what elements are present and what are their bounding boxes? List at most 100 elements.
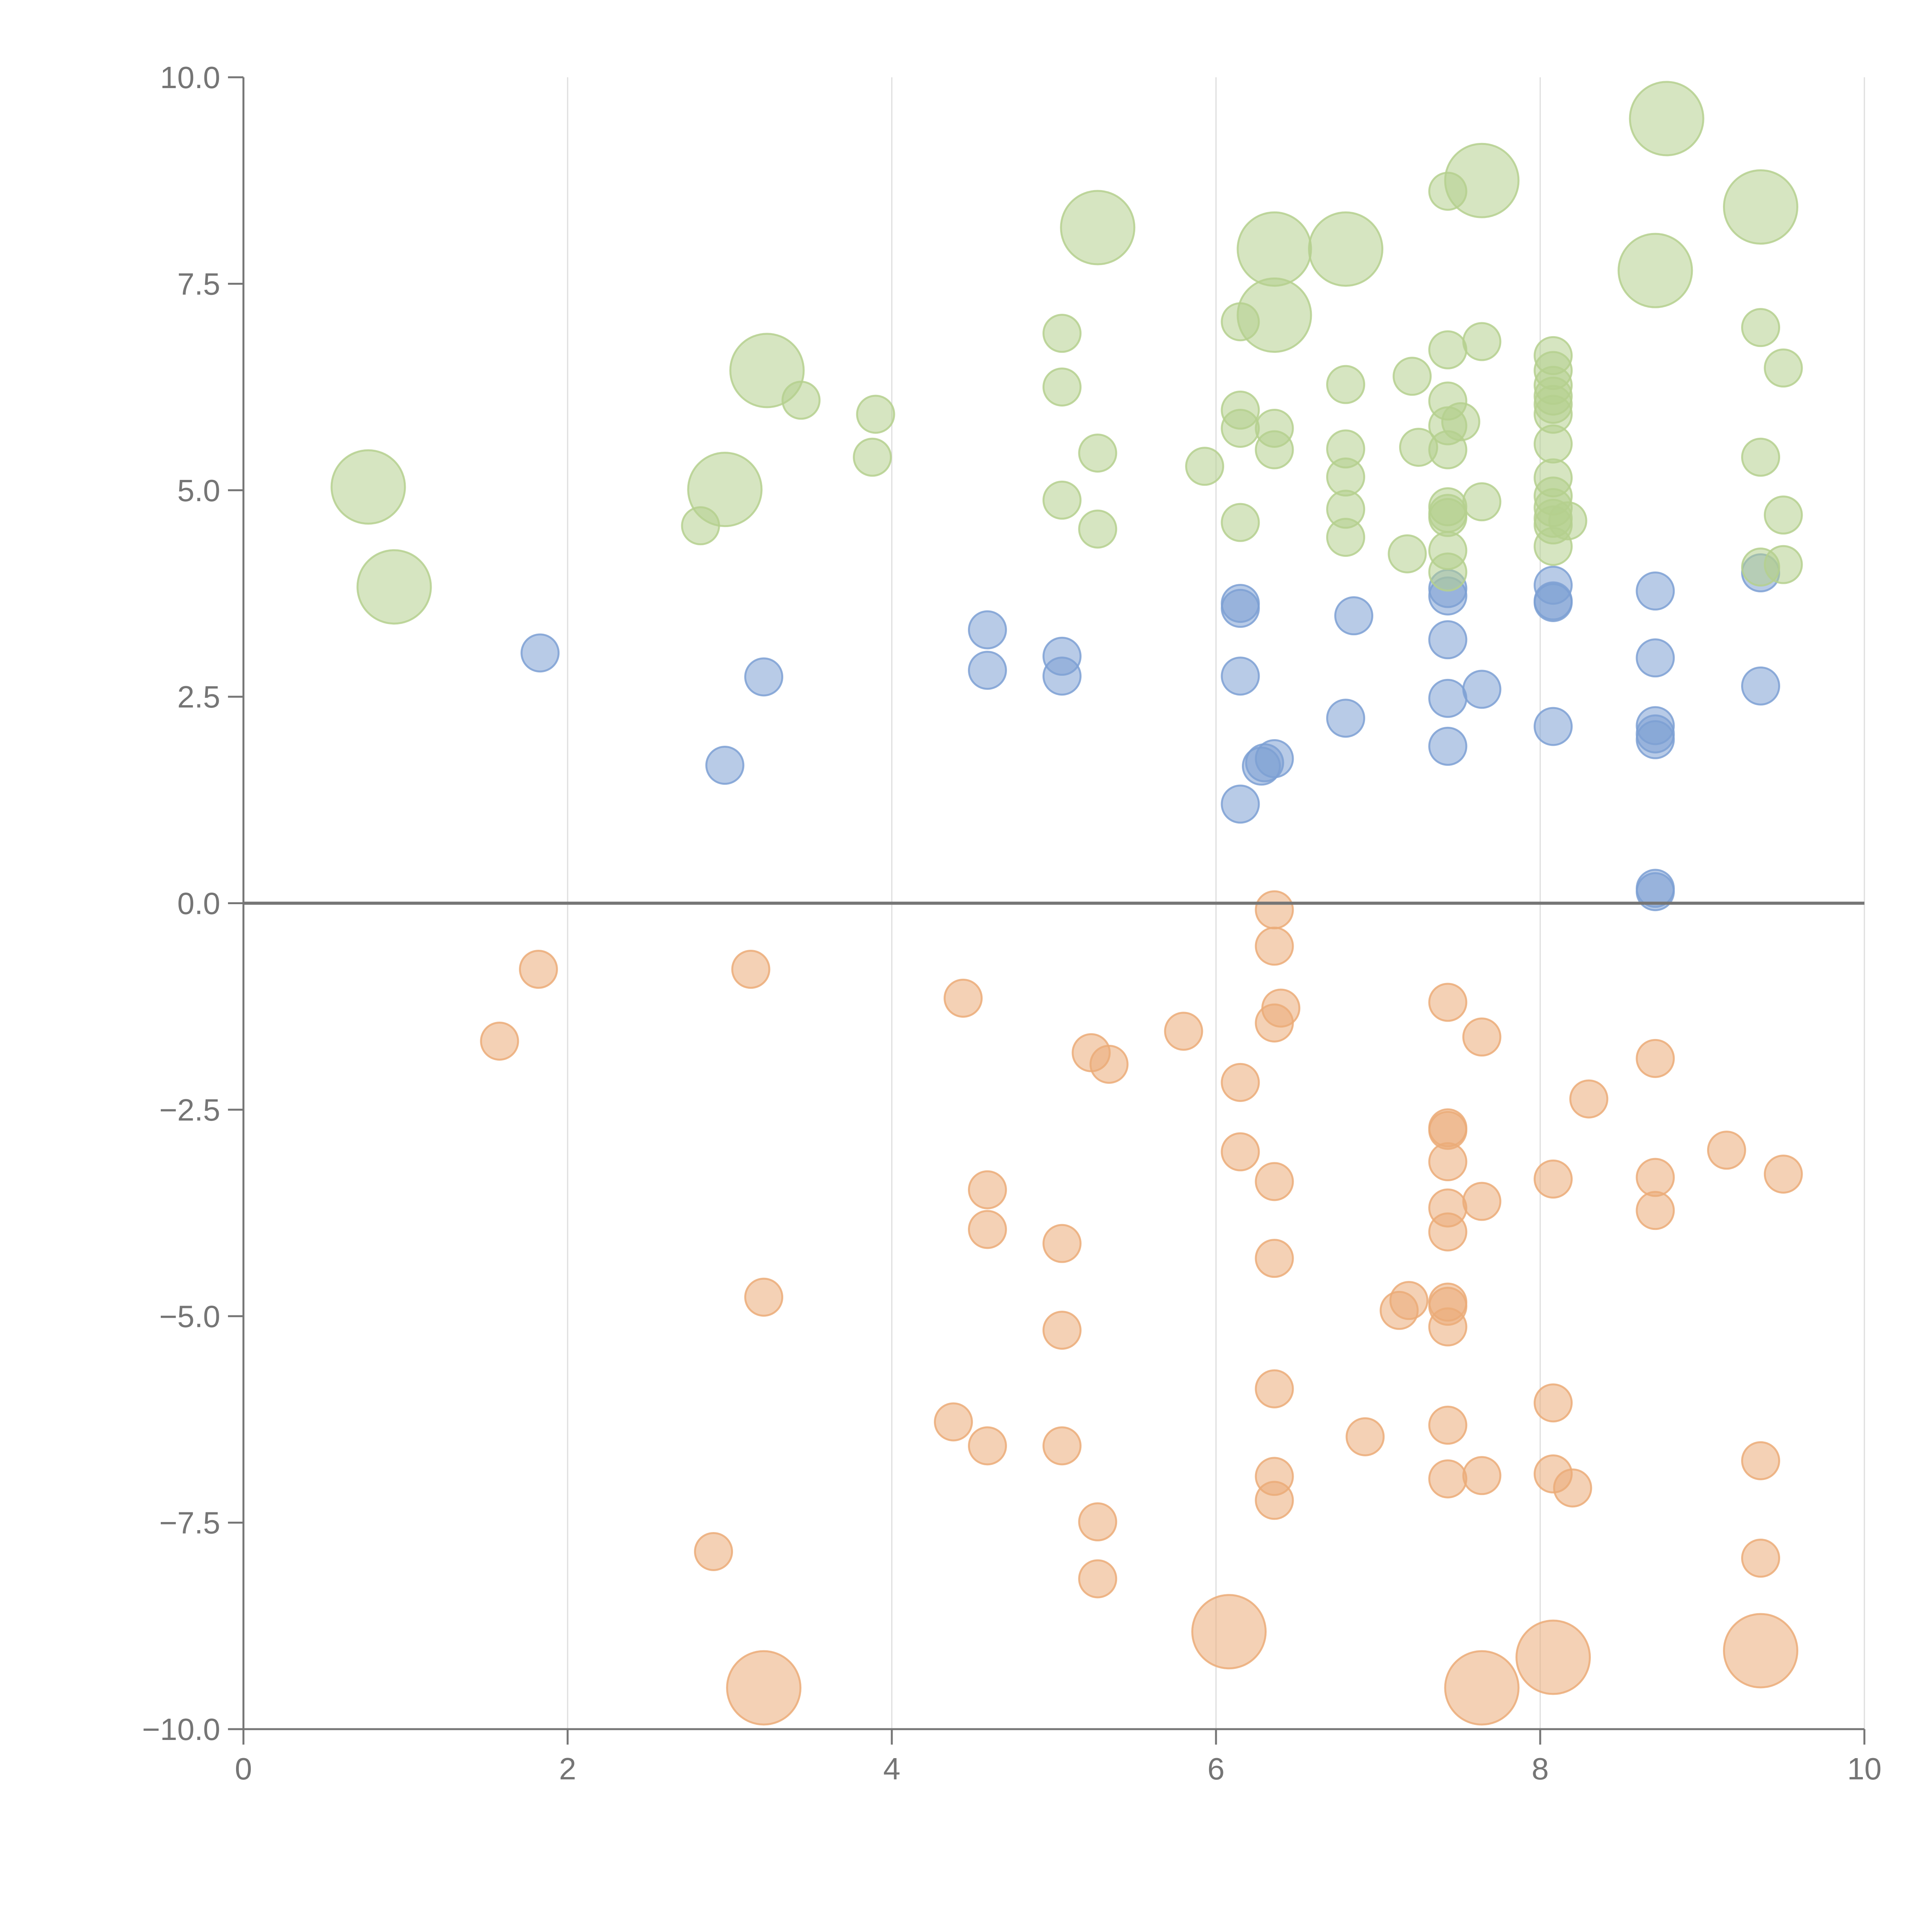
data-point — [1042, 367, 1082, 407]
data-point — [1462, 670, 1502, 709]
data-point — [968, 610, 1007, 650]
data-point — [520, 633, 560, 673]
x-tick-label: 10 — [1847, 1752, 1882, 1786]
data-point — [1428, 1405, 1468, 1445]
data-point — [1255, 739, 1294, 778]
data-point — [1255, 1003, 1294, 1043]
x-tick-label: 4 — [883, 1752, 901, 1786]
tick-labels: 0 2 4 6 8 10 −10.0 −7.5 −5.0 −2.5 0.0 2.5 5.0 7.5 10.0 — [142, 60, 1882, 1786]
y-tick-label: 10.0 — [160, 60, 220, 95]
data-point — [856, 395, 895, 434]
data-point — [1462, 482, 1502, 522]
data-point — [1428, 726, 1468, 766]
data-point — [1636, 1039, 1675, 1078]
data-point — [1534, 424, 1573, 464]
data-point — [1462, 1456, 1502, 1495]
data-point — [1042, 314, 1082, 353]
data-point — [1428, 1212, 1468, 1252]
data-point — [1255, 890, 1294, 930]
data-point — [1221, 784, 1260, 824]
data-point — [1191, 1594, 1267, 1670]
data-point — [356, 549, 432, 625]
data-point — [1636, 571, 1675, 611]
data-point — [1764, 545, 1803, 584]
data-point — [1636, 720, 1675, 759]
data-point — [480, 1021, 519, 1061]
y-tick-label: −10.0 — [142, 1712, 220, 1747]
data-point — [731, 950, 770, 989]
data-point — [1636, 872, 1675, 912]
data-point — [1444, 143, 1520, 218]
data-point — [1042, 1224, 1082, 1263]
data-point — [705, 746, 745, 785]
data-point — [1636, 638, 1675, 678]
data-point — [1534, 1159, 1573, 1199]
data-point — [1334, 596, 1374, 636]
data-point — [687, 452, 763, 527]
x-tick-label: 2 — [559, 1752, 577, 1786]
data-point — [1078, 1502, 1117, 1541]
data-point — [1255, 927, 1294, 966]
data-point — [1534, 1383, 1573, 1423]
data-point — [1428, 552, 1468, 592]
data-point — [1764, 495, 1803, 535]
data-point — [1462, 1182, 1502, 1221]
data-point — [781, 381, 821, 420]
data-point — [1326, 699, 1366, 738]
data-point — [1741, 666, 1781, 706]
y-tick-label: −2.5 — [159, 1093, 220, 1127]
data-point — [1741, 1441, 1781, 1480]
data-point — [726, 1650, 802, 1726]
data-point — [1308, 211, 1384, 287]
data-point — [1255, 430, 1294, 469]
data-point — [1723, 1613, 1799, 1689]
data-point — [1764, 348, 1803, 388]
x-tick-label: 0 — [235, 1752, 252, 1786]
data-point — [1629, 81, 1704, 156]
data-point — [1515, 1619, 1591, 1695]
data-point — [1617, 233, 1693, 308]
data-point — [744, 1277, 784, 1317]
data-point — [1636, 1158, 1675, 1197]
data-point — [1548, 501, 1587, 541]
data-point — [1741, 308, 1781, 347]
data-point — [934, 1402, 973, 1442]
x-tick-label: 8 — [1532, 1752, 1549, 1786]
data-point — [1553, 1468, 1592, 1508]
data-point — [968, 1170, 1007, 1209]
data-point — [944, 978, 983, 1018]
data-point — [1060, 190, 1136, 265]
data-point — [1428, 1307, 1468, 1347]
data-point — [1255, 1369, 1294, 1408]
data-point — [744, 657, 784, 697]
data-point — [694, 1532, 733, 1571]
data-point — [1741, 1539, 1781, 1578]
data-point — [1221, 408, 1260, 448]
data-point — [1428, 1459, 1468, 1498]
data-point — [1428, 1142, 1468, 1182]
data-point — [1428, 983, 1468, 1022]
y-tick-label: 0.0 — [177, 886, 220, 921]
x-tick-label: 6 — [1208, 1752, 1225, 1786]
data-point — [1569, 1079, 1609, 1119]
data-point — [1393, 357, 1432, 396]
data-point — [1636, 1191, 1675, 1230]
data-point — [1221, 1063, 1260, 1102]
data-point — [1326, 365, 1366, 404]
data-point — [968, 1426, 1007, 1466]
data-point — [968, 1210, 1007, 1249]
data-point — [1236, 277, 1312, 353]
data-point — [1221, 656, 1260, 696]
y-tick-label: 7.5 — [177, 267, 220, 301]
data-point — [1741, 437, 1781, 477]
data-point — [1428, 498, 1468, 537]
data-point — [1078, 434, 1117, 473]
data-point — [1534, 707, 1573, 746]
y-tick-label: −5.0 — [159, 1299, 220, 1333]
data-point — [1042, 656, 1082, 696]
data-point — [1326, 518, 1366, 557]
data-point — [1388, 534, 1427, 573]
data-point — [853, 437, 892, 477]
data-point — [1723, 169, 1799, 245]
